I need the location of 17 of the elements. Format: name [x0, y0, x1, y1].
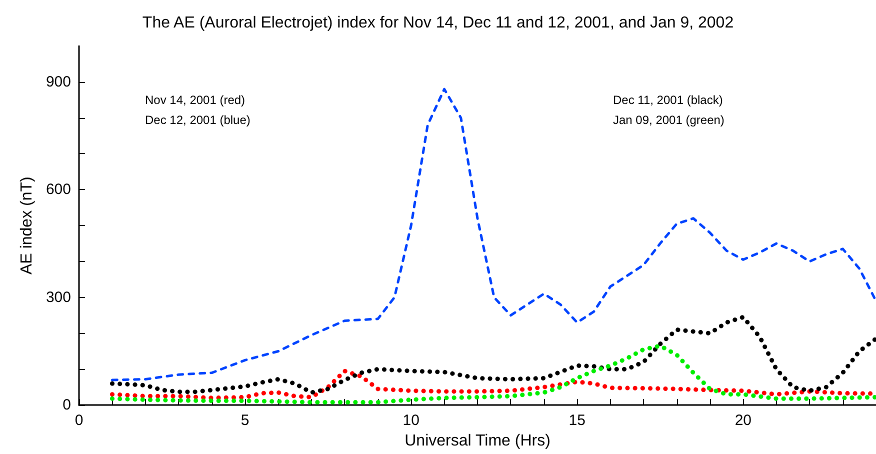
y-tick-label: 0: [62, 396, 71, 414]
line-series: [110, 344, 876, 404]
annotation: Dec 11, 2001 (black) Jan 09, 2001 (green): [613, 93, 724, 127]
line-series: [110, 88, 876, 382]
chart-title: The AE (Auroral Electrojet) index for Nov 14, Dec 11 and 12, 2001, and Jan 9, 2002: [142, 14, 734, 32]
annotation: Nov 14, 2001 (red) Dec 12, 2001 (blue): [145, 93, 250, 127]
y-axis-title: AE index (nT): [18, 176, 36, 274]
y-tick-label: 300: [46, 288, 71, 306]
x-tick-label: 0: [74, 412, 84, 430]
x-axis-title: Universal Time (Hrs): [404, 432, 550, 450]
y-tick-label: 900: [46, 73, 71, 90]
line-series: [110, 314, 876, 395]
x-tick-label: 15: [568, 412, 586, 430]
x-tick-label: 20: [734, 412, 752, 430]
y-tick-label: 600: [46, 181, 71, 198]
x-tick-label: 5: [240, 412, 250, 430]
x-tick-label: 10: [402, 412, 420, 430]
